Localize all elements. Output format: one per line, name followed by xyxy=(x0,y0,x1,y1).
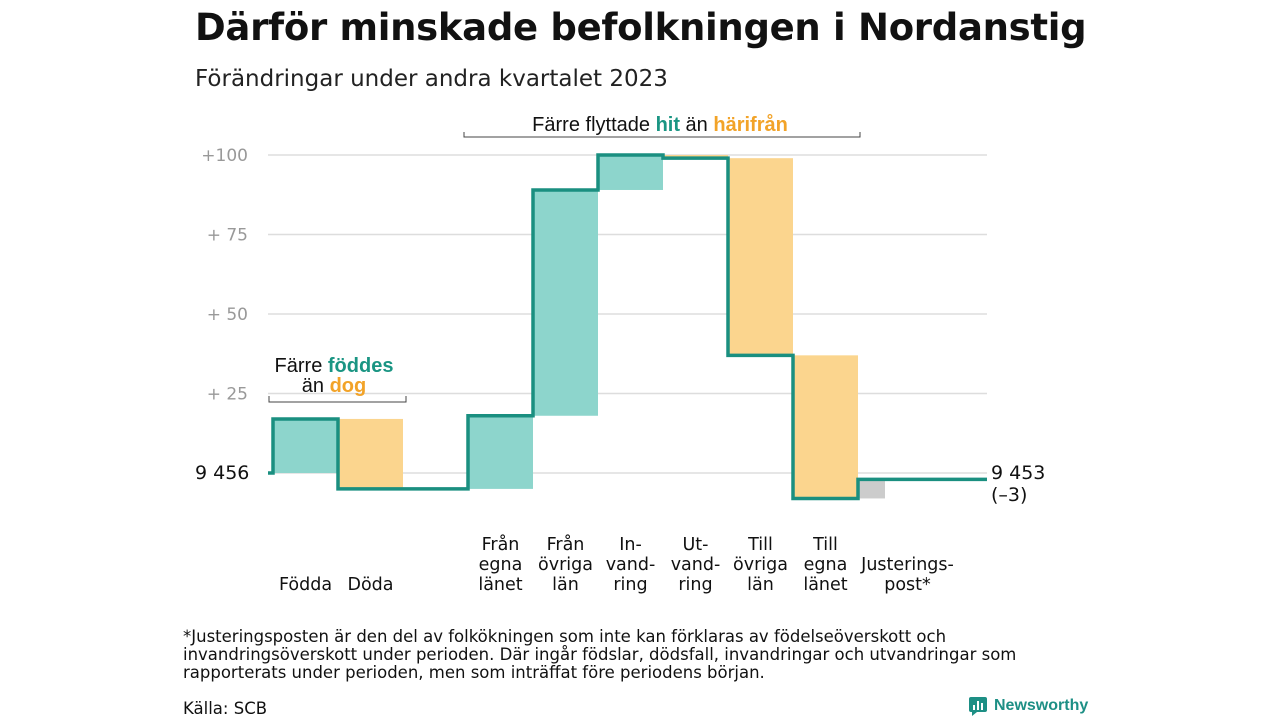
y-tick-label: + 50 xyxy=(207,305,248,325)
category-label: länet xyxy=(803,575,847,595)
chart-title: Därför minskade befolkningen i Nordansti… xyxy=(195,6,1087,49)
annotation-moves: Färre flyttade hit än härifrån xyxy=(532,113,788,136)
y-tick-label: + 75 xyxy=(207,226,248,246)
annotation-births-line1: Färre föddes xyxy=(275,355,394,377)
bar-ovr_in xyxy=(534,189,598,416)
brand-logo: Newsworthy xyxy=(968,696,1088,716)
category-label: vand- xyxy=(606,555,656,575)
category-label: ring xyxy=(678,575,712,595)
chart-subtitle: Förändringar under andra kvartalet 2023 xyxy=(195,66,668,92)
category-label: länet xyxy=(478,575,522,595)
category-label: Från xyxy=(482,534,520,555)
bar-egna_ut xyxy=(794,355,858,499)
category-label: övriga xyxy=(538,555,593,575)
end-value-label: 9 453 xyxy=(991,462,1045,484)
category-label: post* xyxy=(884,575,931,595)
bar-ovr_ut xyxy=(729,158,793,356)
bar-egna_in xyxy=(469,415,533,489)
category-label: län xyxy=(552,575,579,595)
category-label: Till xyxy=(812,535,838,555)
change-value-label: (–3) xyxy=(991,484,1027,506)
annotation-births-line2: än dog xyxy=(302,375,366,397)
bar-just xyxy=(859,479,885,499)
category-label: In- xyxy=(619,535,642,555)
bar-doda xyxy=(339,418,403,489)
y-tick-label: +100 xyxy=(201,146,248,166)
annotation-births-bracket xyxy=(268,396,407,403)
category-label: Från xyxy=(547,534,585,555)
category-label: Till xyxy=(747,535,773,555)
category-label: egna xyxy=(804,555,848,575)
step-line xyxy=(268,153,987,501)
newsworthy-logo-icon xyxy=(969,697,987,716)
category-label: Justerings- xyxy=(860,555,954,575)
start-value-label: 9 456 xyxy=(195,462,249,484)
category-label: Döda xyxy=(347,575,393,595)
category-label: egna xyxy=(479,555,523,575)
category-label: Ut- xyxy=(683,535,709,555)
source-label: Källa: SCB xyxy=(183,699,268,718)
annotation-moves-bracket xyxy=(463,132,861,138)
footnote: *Justeringsposten är den del av folkökni… xyxy=(183,627,1017,682)
brand-name: Newsworthy xyxy=(994,697,1089,714)
category-label: Födda xyxy=(279,575,332,595)
category-label: ring xyxy=(613,575,647,595)
category-label: län xyxy=(747,575,774,595)
bar-invand xyxy=(599,155,663,190)
category-label: övriga xyxy=(733,555,788,575)
y-tick-label: + 25 xyxy=(207,385,248,405)
category-label: vand- xyxy=(671,555,721,575)
bar-fodda xyxy=(274,418,338,473)
